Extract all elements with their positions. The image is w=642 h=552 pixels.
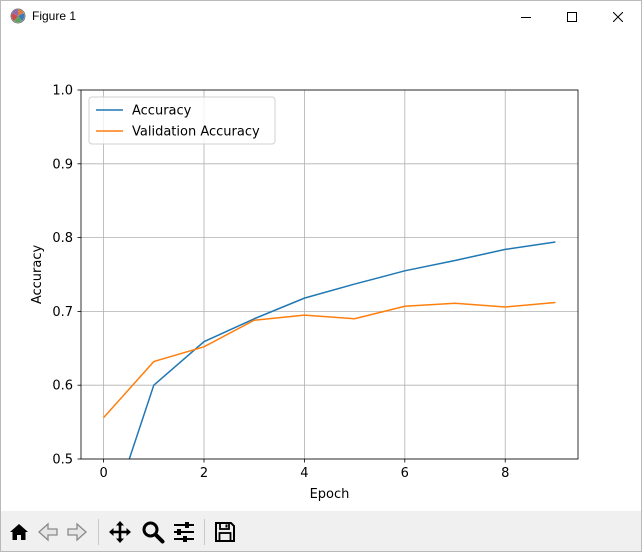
series-line-validation-accuracy — [103, 301, 556, 419]
pan-icon — [109, 521, 131, 543]
close-icon — [613, 11, 623, 22]
y-tick-label: 0.5 — [52, 453, 73, 468]
zoom-button[interactable] — [139, 517, 167, 547]
x-tick-label: 2 — [200, 466, 208, 481]
x-tick-label: 0 — [99, 466, 107, 481]
x-tick-label: 6 — [401, 466, 409, 481]
y-axis-label: Accuracy — [30, 245, 45, 305]
navigation-toolbar — [1, 511, 641, 551]
configure-subplots-icon — [174, 522, 194, 542]
legend-label: Validation Accuracy — [132, 125, 260, 140]
matplotlib-icon — [10, 8, 26, 24]
maximize-button[interactable] — [549, 1, 595, 32]
maximize-icon — [567, 11, 577, 22]
zoom-icon — [142, 521, 165, 544]
x-tick-label: 8 — [501, 466, 509, 481]
y-tick-label: 0.9 — [52, 157, 73, 172]
y-tick-label: 0.6 — [52, 379, 73, 394]
x-tick-label: 4 — [300, 466, 308, 481]
plot-frame — [80, 89, 579, 460]
forward-button[interactable] — [63, 517, 91, 547]
toolbar-separator — [204, 519, 205, 545]
forward-arrow-icon — [67, 522, 87, 542]
save-icon — [215, 522, 235, 542]
minimize-button[interactable] — [503, 1, 549, 32]
back-button[interactable] — [34, 517, 62, 547]
window-title: Figure 1 — [32, 9, 77, 23]
close-button[interactable] — [595, 1, 641, 32]
title-bar[interactable]: Figure 1 — [1, 1, 641, 32]
pan-button[interactable] — [106, 517, 134, 547]
figure-canvas[interactable]: 0 2 4 6 8 0.5 0.6 0.7 0.8 0.9 1.0 Epoch Accuracy Accu… — [1, 32, 641, 511]
y-tick-label: 0.7 — [52, 305, 73, 320]
series-line-accuracy — [128, 241, 556, 459]
legend-box — [88, 96, 276, 145]
legend-label: Accuracy — [132, 104, 192, 119]
save-button[interactable] — [211, 517, 239, 547]
y-tick-label: 0.8 — [52, 231, 73, 246]
toolbar-separator — [98, 519, 99, 545]
home-button[interactable] — [5, 517, 33, 547]
back-arrow-icon — [38, 522, 58, 542]
minimize-icon — [521, 16, 531, 18]
y-tick-label: 1.0 — [52, 84, 73, 99]
configure-subplots-button[interactable] — [170, 517, 198, 547]
home-icon — [10, 524, 28, 540]
accuracy-chart: 0 2 4 6 8 0.5 0.6 0.7 0.8 0.9 1.0 Epoch Accuracy Accu… — [30, 84, 579, 502]
x-axis-label: Epoch — [310, 487, 350, 502]
